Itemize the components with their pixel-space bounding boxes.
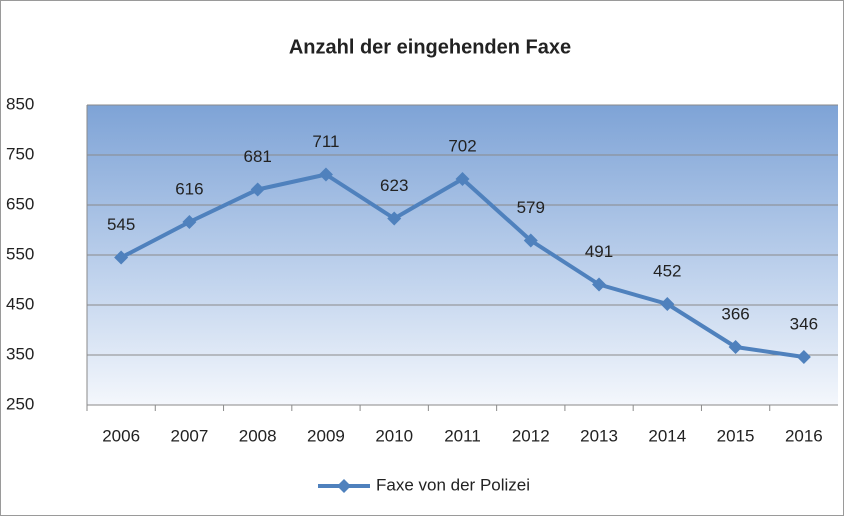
data-point (182, 215, 197, 229)
y-tick-label: 650 (6, 194, 34, 213)
legend-marker (337, 479, 351, 493)
x-tick-label: 2015 (717, 426, 755, 445)
y-tick-label: 850 (6, 94, 34, 113)
x-tick-label: 2006 (102, 426, 140, 445)
y-tick-label: 750 (6, 144, 34, 163)
data-point (250, 182, 265, 197)
data-label: 616 (175, 179, 203, 198)
y-tick-label: 250 (6, 394, 34, 413)
data-label: 366 (721, 304, 749, 323)
x-tick-label: 2010 (375, 426, 413, 445)
data-point (728, 340, 743, 354)
data-point (796, 350, 811, 364)
data-point (592, 277, 607, 292)
chart-title: Anzahl der eingehenden Faxe (289, 36, 571, 58)
x-tick-label: 2012 (512, 426, 550, 445)
x-tick-label: 2009 (307, 426, 345, 445)
data-label: 711 (312, 132, 339, 151)
legend-label: Faxe von der Polizei (376, 475, 530, 494)
x-tick-label: 2014 (648, 426, 686, 445)
x-tick-label: 2007 (170, 426, 208, 445)
y-tick-label: 550 (6, 244, 34, 263)
data-point (114, 250, 129, 265)
data-label: 702 (448, 136, 476, 155)
y-tick-label: 350 (6, 344, 34, 363)
data-label: 579 (517, 198, 545, 217)
data-point (660, 297, 675, 311)
x-tick-label: 2011 (444, 426, 481, 445)
x-tick-label: 2008 (239, 426, 277, 445)
data-label: 545 (107, 215, 135, 234)
data-point (455, 172, 470, 186)
data-label: 491 (585, 242, 613, 261)
data-label: 623 (380, 176, 408, 195)
y-tick-label: 450 (6, 294, 34, 313)
data-point (318, 167, 333, 182)
data-label: 346 (790, 314, 818, 333)
data-point (523, 233, 538, 248)
data-point (387, 211, 402, 226)
x-tick-label: 2016 (785, 426, 823, 445)
x-tick-label: 2013 (580, 426, 618, 445)
data-label: 681 (243, 147, 271, 166)
data-label: 452 (653, 261, 681, 280)
